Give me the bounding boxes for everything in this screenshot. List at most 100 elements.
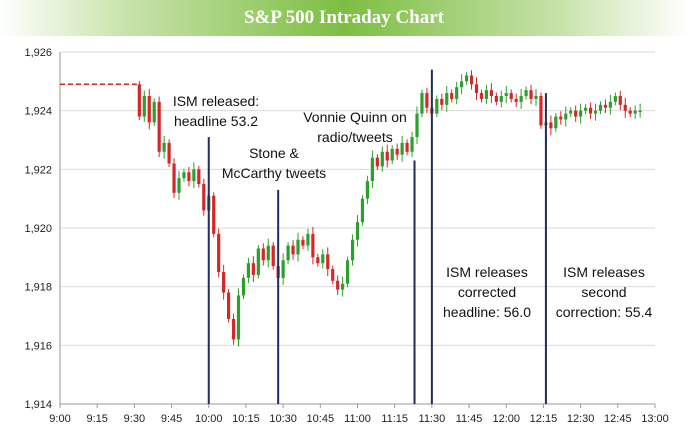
candle-body — [539, 96, 543, 126]
candle — [390, 145, 394, 165]
candle — [187, 166, 191, 187]
candle-body — [623, 104, 627, 111]
candle — [385, 144, 389, 168]
candle — [355, 215, 360, 247]
candle — [331, 265, 335, 285]
candle-body — [504, 93, 508, 96]
candle-body — [613, 96, 617, 102]
candle — [281, 253, 285, 285]
event-annotation: ISM releases corrected headline: 56.0 — [443, 264, 531, 320]
candle-body — [326, 254, 330, 270]
candle — [420, 89, 424, 118]
candle-body — [182, 172, 186, 179]
candle — [172, 158, 176, 199]
candle — [405, 139, 409, 156]
candle-body — [474, 84, 479, 94]
candle — [628, 107, 632, 118]
candle — [603, 99, 608, 114]
candle-body — [519, 96, 523, 102]
x-tick-label: 11:15 — [381, 413, 408, 425]
candle — [360, 195, 365, 226]
candle — [182, 168, 186, 182]
candle — [375, 154, 379, 170]
axes — [59, 52, 656, 408]
candle-body — [226, 292, 231, 319]
candle — [514, 93, 518, 108]
candle — [588, 102, 593, 119]
event-annotation: Vonnie Quinn on radio/tweets — [303, 109, 407, 145]
candle-body — [618, 96, 622, 105]
annotation-line: ISM releases — [446, 264, 528, 280]
candle-body — [514, 98, 518, 102]
candle-body — [360, 198, 365, 223]
candle — [574, 105, 578, 122]
candle — [217, 228, 221, 278]
candle-body — [341, 283, 345, 290]
candle — [296, 232, 300, 262]
candle — [415, 106, 419, 145]
candle-body — [157, 101, 161, 152]
candle-body — [509, 93, 513, 99]
candle — [489, 83, 493, 104]
y-tick-label: 1,922 — [24, 164, 52, 176]
candle-body — [469, 75, 474, 85]
candle-body — [450, 93, 454, 99]
candle-body — [420, 93, 424, 114]
x-tick-label: 12:15 — [530, 413, 558, 425]
candle-body — [534, 96, 538, 99]
x-tick-label: 11:45 — [456, 413, 483, 425]
x-tick-label: 9:30 — [124, 413, 145, 425]
candle — [202, 178, 206, 216]
candle — [464, 71, 469, 85]
candle — [212, 192, 216, 238]
candle-body — [316, 257, 320, 264]
candle-body — [212, 195, 216, 234]
candle-body — [336, 280, 340, 290]
annotation-line: Vonnie Quinn on — [303, 109, 407, 125]
annotation-line: radio/tweets — [317, 129, 392, 145]
candle — [142, 90, 146, 122]
candle-body — [281, 260, 285, 278]
candle — [499, 90, 503, 108]
candle-body — [162, 142, 166, 152]
candle — [256, 245, 260, 279]
candle — [147, 88, 151, 130]
candle — [564, 106, 568, 127]
candles — [137, 70, 642, 347]
candle-body — [167, 142, 171, 164]
x-tick-label: 10:30 — [269, 413, 297, 425]
y-tick-labels: 1,926 1,924 1,922 1,920 1,918 1,916 1,914 — [24, 47, 52, 411]
candle-body — [256, 248, 260, 275]
candle-body — [142, 96, 146, 117]
candle — [554, 113, 558, 132]
event-lines — [207, 69, 547, 404]
candle — [460, 74, 464, 95]
candle — [583, 104, 588, 115]
x-tick-label: 13:00 — [641, 413, 669, 425]
x-tick-labels: 9:00 9:15 9:30 9:45 10:00 10:15 10:30 10:45 11:0… — [49, 413, 668, 425]
candle — [474, 77, 479, 101]
chart-plot: ISM released: headline 53.2 Stone & McCarth… — [24, 47, 668, 425]
candle-body — [628, 110, 632, 114]
candle — [311, 226, 315, 265]
candle — [529, 84, 533, 105]
candle-body — [435, 98, 439, 114]
candle — [435, 95, 439, 118]
candle-body — [479, 93, 484, 99]
candle-body — [484, 90, 489, 99]
candle — [445, 86, 449, 112]
candle — [162, 135, 166, 159]
x-tick-label: 10:15 — [232, 413, 260, 425]
candle-body — [633, 110, 637, 114]
candle-body — [222, 272, 226, 293]
candle-body — [400, 142, 404, 155]
candle — [618, 90, 622, 111]
candle-body — [296, 239, 300, 255]
candle-body — [251, 263, 255, 275]
candle-body — [147, 96, 151, 123]
candle — [370, 150, 374, 189]
candle-body — [574, 110, 578, 117]
event-annotation: Stone & McCarthy tweets — [222, 145, 326, 181]
candle-body — [261, 248, 265, 261]
x-tick-label: 11:30 — [419, 413, 446, 425]
